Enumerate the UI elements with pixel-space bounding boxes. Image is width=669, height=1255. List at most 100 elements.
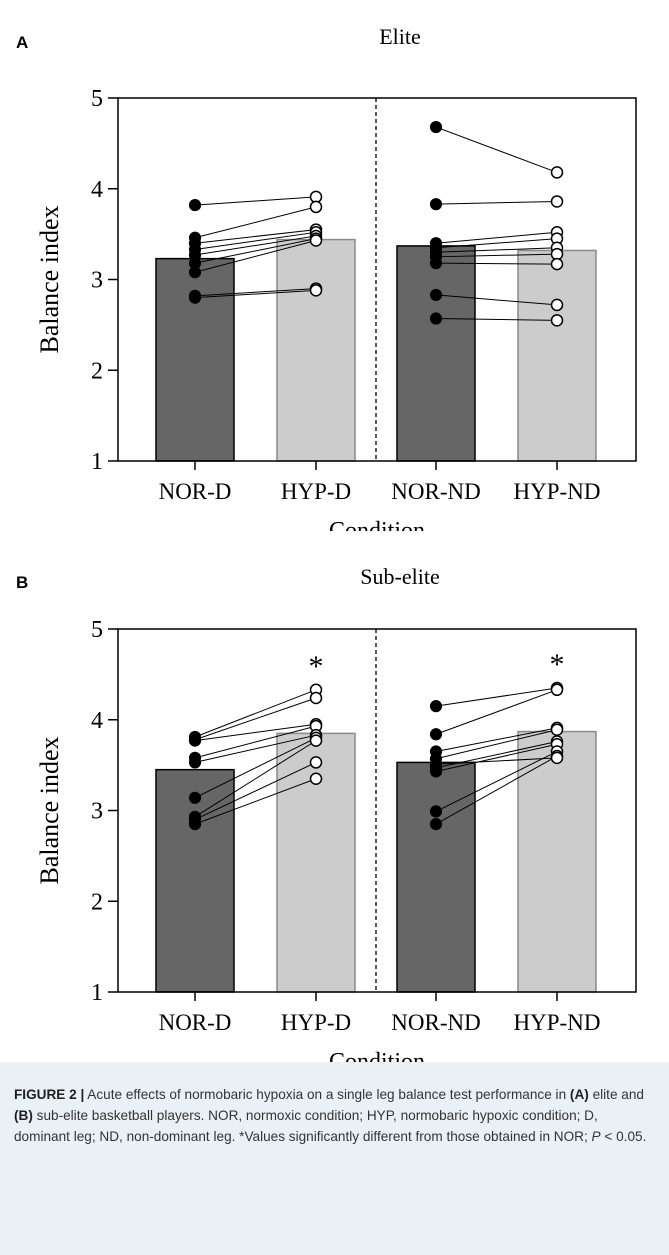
pair-line (194, 761, 317, 821)
data-point-hypoxic (550, 166, 564, 179)
bar-nor-nd (396, 245, 476, 462)
bar-hyp-nd (517, 730, 597, 993)
data-point-hypoxic (309, 284, 323, 297)
caption-text: < 0.05. (600, 1129, 647, 1144)
pair-line (194, 740, 317, 818)
x-tick-label: NOR-D (159, 1010, 232, 1035)
figure-caption: FIGURE 2 | Acute effects of normobaric h… (14, 1084, 655, 1147)
data-point-hypoxic (309, 734, 323, 747)
pair-line (435, 318, 558, 321)
data-point-hypoxic (550, 723, 564, 736)
bar-hyp-nd (517, 249, 597, 462)
significance-marker: * (309, 650, 324, 683)
pair-line (194, 723, 317, 742)
significance-marker: * (550, 648, 565, 681)
data-point-normoxic (429, 728, 443, 741)
y-tick-label: 4 (91, 708, 103, 734)
data-point-normoxic (188, 198, 202, 212)
data-point-normoxic (429, 805, 443, 818)
y-tick-label: 3 (91, 268, 103, 294)
pair-line (435, 689, 558, 735)
pair-line (194, 196, 317, 206)
pair-line (435, 126, 558, 173)
caption-ref-b: (B) (14, 1108, 33, 1123)
pair-line (194, 288, 317, 297)
pair-line (194, 778, 317, 825)
data-point-normoxic (188, 291, 202, 304)
data-point-normoxic (429, 257, 443, 270)
data-point-hypoxic (309, 691, 323, 705)
pair-line (194, 238, 317, 264)
y-tick-label: 3 (91, 799, 103, 825)
y-tick-label: 5 (91, 617, 103, 643)
pair-line (435, 757, 558, 765)
bar-nor-d (155, 257, 235, 462)
pair-line (435, 231, 558, 244)
y-axis-label: Balance index (35, 737, 64, 885)
y-tick-label: 5 (91, 86, 103, 112)
data-point-normoxic (188, 791, 202, 804)
data-point-normoxic (429, 818, 443, 831)
data-point-normoxic (429, 288, 443, 302)
pair-line (194, 206, 317, 239)
data-point-hypoxic (550, 751, 564, 765)
x-axis-label: Condition (329, 1049, 425, 1062)
y-tick-label: 1 (91, 980, 103, 1006)
y-tick-label: 1 (91, 449, 103, 475)
data-point-hypoxic (309, 772, 323, 785)
caption-text: elite and (588, 1087, 644, 1102)
pair-line (194, 229, 317, 244)
y-axis-label: Balance index (35, 206, 64, 354)
pair-line (194, 725, 317, 759)
pair-line (435, 729, 558, 760)
pair-line (435, 200, 558, 205)
panel-title: Sub-elite (360, 564, 440, 589)
pair-line (194, 231, 317, 251)
data-point-hypoxic (550, 257, 564, 271)
pair-line (435, 687, 558, 707)
pair-line (194, 689, 317, 738)
bar-nor-nd (396, 761, 476, 993)
data-point-hypoxic (550, 683, 564, 697)
pair-line (435, 751, 558, 812)
data-point-hypoxic (309, 200, 323, 214)
data-point-normoxic (188, 734, 202, 747)
data-point-normoxic (429, 758, 443, 771)
x-tick-label: HYP-ND (514, 479, 601, 504)
data-point-normoxic (188, 756, 202, 769)
data-point-hypoxic (309, 756, 323, 769)
y-tick-label: 4 (91, 177, 103, 203)
x-tick-label: HYP-ND (514, 1010, 601, 1035)
pair-line (194, 697, 317, 741)
data-point-normoxic (429, 120, 443, 134)
caption-text: Acute effects of normobaric hypoxia on a… (84, 1087, 570, 1102)
x-tick-label: NOR-ND (391, 479, 480, 504)
panel-letter: B (16, 573, 29, 592)
panel-letter: A (16, 33, 29, 52)
bar-hyp-d (276, 238, 356, 462)
data-point-normoxic (188, 818, 202, 831)
pair-line (435, 294, 558, 306)
pair-line (435, 743, 558, 772)
bar-chart-elite: 1 2 3 4 5 NOR-D HYP-D NOR-ND HYP-ND Condition Bala… (35, 86, 637, 531)
y-tick-label: 2 (91, 889, 103, 915)
bar-chart-sub-elite: * * 1 2 3 4 5 NOR-D HYP-D NOR-ND HYP-ND Condition Ba… (35, 617, 637, 1062)
data-point-hypoxic (550, 298, 564, 312)
x-tick-label: HYP-D (281, 479, 351, 504)
pair-line (435, 727, 558, 753)
pair-line (435, 238, 558, 249)
x-tick-label: NOR-D (159, 479, 232, 504)
caption-p: P (591, 1129, 601, 1144)
pair-line (435, 247, 558, 253)
x-axis-label: Condition (329, 518, 425, 531)
bar-hyp-d (276, 732, 356, 993)
pair-line (194, 734, 317, 763)
data-point-hypoxic (550, 195, 564, 208)
x-tick-label: HYP-D (281, 1010, 351, 1035)
data-point-normoxic (429, 198, 443, 211)
caption-lead: FIGURE 2 | (14, 1087, 85, 1102)
pair-line (194, 289, 317, 299)
y-tick-label: 2 (91, 358, 103, 384)
pair-line (194, 737, 317, 799)
data-point-normoxic (429, 700, 443, 713)
